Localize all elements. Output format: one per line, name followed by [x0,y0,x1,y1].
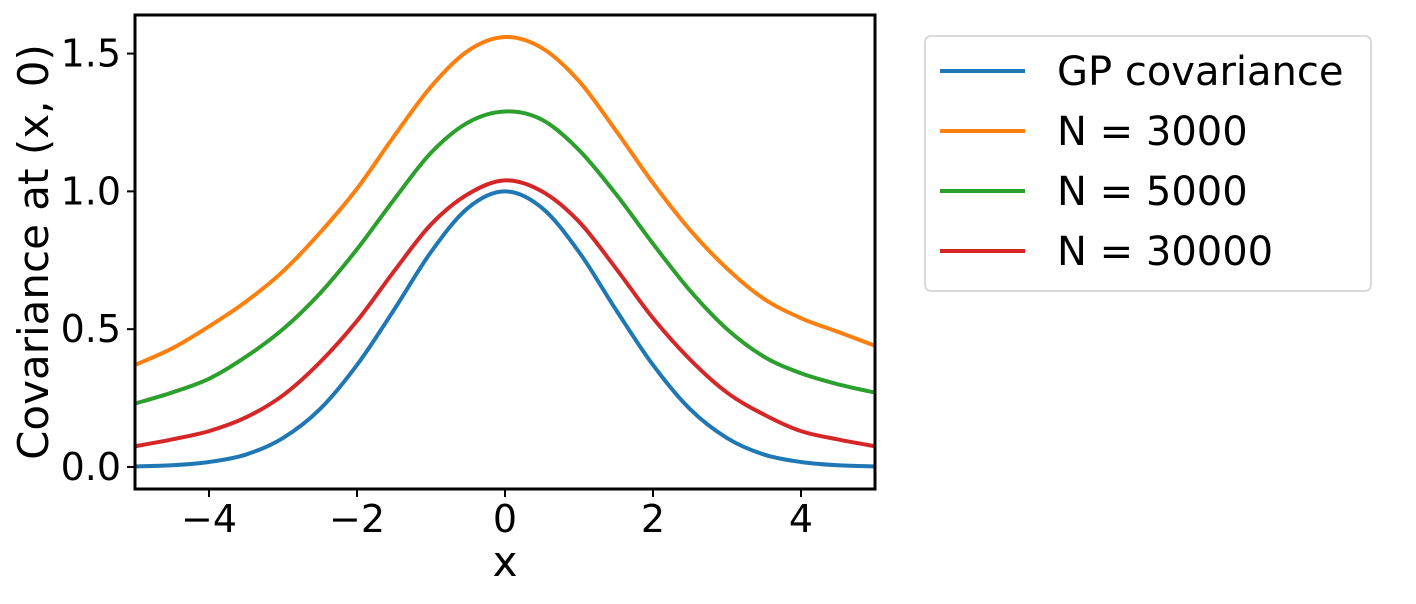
x-axis-label: x [493,537,518,586]
x-tick-label-0: −4 [181,497,237,541]
legend-label-3: N = 30000 [1057,229,1273,275]
x-tick-label-2: 0 [493,497,517,541]
legend-box [924,35,1372,292]
axes-layer: −4 −2 0 2 4 0.0 0.5 1.0 1.5 [61,13,877,541]
series-line-0 [135,189,875,469]
series-line-3 [135,178,875,449]
legend-label-2: N = 5000 [1057,169,1248,215]
y-axis-label: Covariance at (x, 0) [9,44,58,460]
legend-label-1: N = 3000 [1057,109,1248,155]
y-tick-label-2: 1.0 [61,169,121,213]
x-tick-label-4: 4 [789,497,813,541]
legend-label-0: GP covariance [1057,49,1344,95]
series-line-1 [135,35,875,367]
x-tick-label-1: −2 [329,497,385,541]
y-tick-label-1: 0.5 [61,307,121,351]
series-layer [135,35,875,469]
y-tick-label-3: 1.5 [61,32,121,76]
x-tick-label-3: 2 [641,497,665,541]
series-line-2 [135,109,875,406]
legend: GP covariance N = 3000 N = 5000 N = 30000 [924,35,1372,292]
y-tick-label-0: 0.0 [61,445,121,489]
